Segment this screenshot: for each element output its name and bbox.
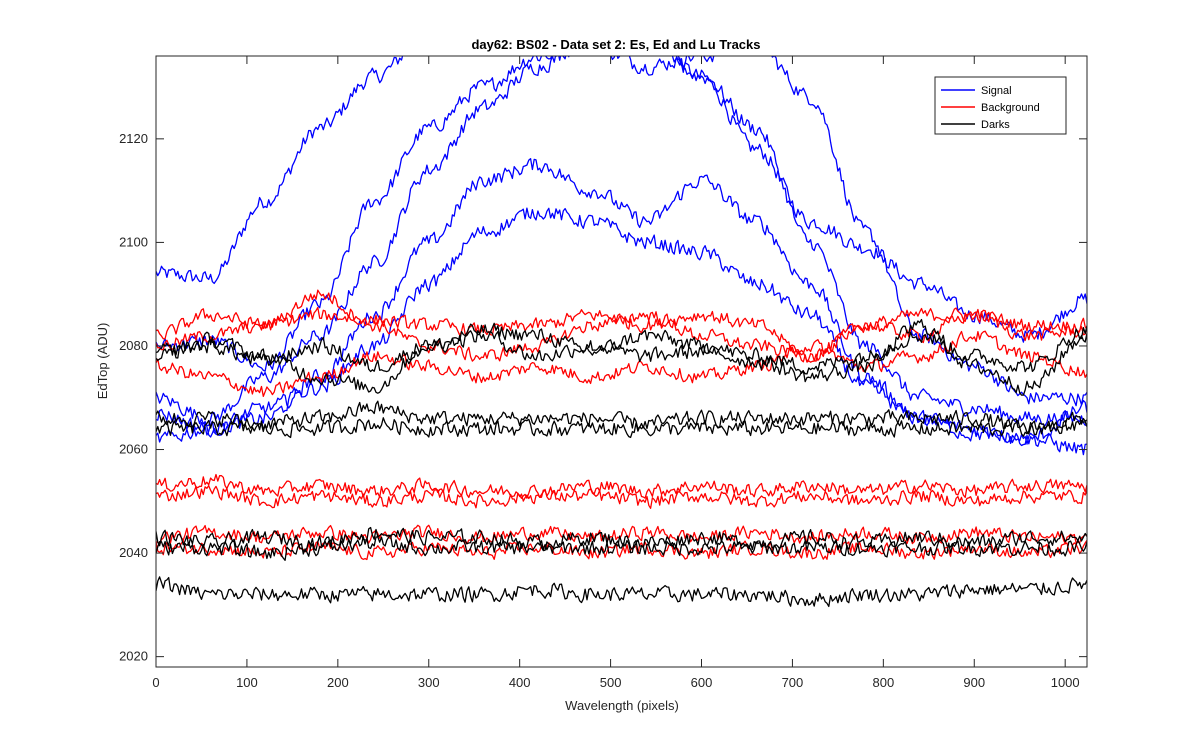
x-tick-label: 700 (782, 675, 804, 690)
series-line-darks-13 (156, 322, 1087, 375)
x-axis-label: Wavelength (pixels) (565, 698, 679, 713)
series-line-signal-1 (156, 56, 1087, 343)
x-tick-label: 300 (418, 675, 440, 690)
series-line-background-6 (156, 306, 1087, 363)
x-tick-label: 400 (509, 675, 531, 690)
legend-label-background: Background (981, 102, 1040, 114)
chart-title: day62: BS02 - Data set 2: Es, Ed and Lu … (471, 37, 760, 52)
y-tick-label: 2040 (119, 545, 148, 560)
x-tick-label: 500 (600, 675, 622, 690)
series-line-darks-15 (156, 400, 1087, 435)
plot-axes-box (155, 55, 1088, 668)
series-line-darks-17 (156, 526, 1087, 553)
y-tick-label: 2020 (119, 649, 148, 664)
legend: Signal Background Darks (934, 76, 1067, 135)
y-tick-label: 2080 (119, 338, 148, 353)
legend-label-darks: Darks (981, 119, 1010, 131)
y-tick-label: 2120 (119, 131, 148, 146)
axis-ticks: 0 100 200 300 400 500 600 700 800 900 1000 2020 2040… (119, 56, 1087, 690)
series-line-darks-19 (156, 576, 1087, 608)
y-tick-label: 2060 (119, 442, 148, 457)
x-tick-label: 0 (152, 675, 159, 690)
series-line-background-11 (156, 524, 1087, 546)
x-tick-label: 200 (327, 675, 349, 690)
plot-lines (156, 56, 1087, 608)
x-tick-label: 600 (691, 675, 713, 690)
y-axis-label: EdTop (ADU) (95, 323, 110, 400)
x-tick-label: 1000 (1051, 675, 1080, 690)
x-tick-label: 800 (872, 675, 894, 690)
x-tick-label: 100 (236, 675, 258, 690)
series-line-darks-18 (156, 534, 1087, 561)
series-line-background-9 (156, 473, 1087, 499)
y-tick-label: 2100 (119, 234, 148, 249)
legend-label-signal: Signal (981, 85, 1012, 97)
series-line-darks-14 (156, 318, 1087, 396)
series-line-background-10 (156, 485, 1087, 509)
series-line-darks-16 (156, 417, 1087, 439)
series-line-signal-3 (156, 56, 1087, 428)
x-tick-label: 900 (963, 675, 985, 690)
